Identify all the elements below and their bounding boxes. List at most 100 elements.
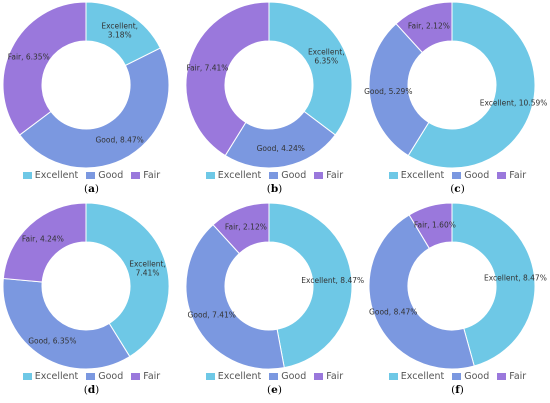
panel-c: Excellent, 10.59% Good, 5.29% Fair, 2.12% … [364, 0, 549, 201]
donut-slice-fair [212, 202, 270, 255]
legend-swatch [205, 172, 215, 179]
donut-slice-good [2, 277, 131, 370]
panel-d: Excellent, 7.41% Good, 6.35% Fair, 4.24% Ex… [0, 201, 183, 402]
legend-swatch [131, 172, 141, 179]
slice-label-fair: Fair, 7.41% [186, 63, 228, 72]
legend-item-fair[interactable]: Fair [497, 170, 526, 181]
donut-slice-good [224, 110, 336, 169]
donut-slice-excellent [268, 202, 353, 369]
legend-item-excellent[interactable]: Excellent [22, 371, 78, 382]
donut-slice-good [368, 23, 430, 157]
legend-label: Good [464, 170, 490, 181]
legend-item-fair[interactable]: Fair [131, 371, 160, 382]
legend-item-excellent[interactable]: Excellent [22, 170, 79, 181]
donut-slice-excellent [451, 202, 536, 367]
legend-label: Good [281, 170, 307, 181]
slice-label-fair: Fair, 4.24% [22, 235, 64, 244]
panel-b: Excellent, 6.35% Good, 4.24% Fair, 7.41% Ex… [183, 0, 366, 201]
legend-item-fair[interactable]: Fair [131, 170, 160, 181]
legend-swatch [388, 172, 398, 179]
legend-label: Good [281, 371, 307, 382]
donut-slice-fair [2, 1, 87, 136]
slice-label-good: Good, 8.47% [369, 307, 417, 316]
legend-swatch [452, 373, 462, 380]
slice-label-excellent: Excellent, 8.47% [301, 276, 364, 285]
legend-swatch [22, 373, 32, 380]
legend-item-good[interactable]: Good [452, 170, 489, 181]
caption-a: (a) [83, 183, 100, 195]
slice-label-fair: Fair, 6.35% [8, 52, 50, 61]
donut-chart-a: Excellent, 3.18% Good, 8.47% Fair, 6.35% [2, 1, 170, 169]
donut-chart-d: Excellent, 7.41% Good, 6.35% Fair, 4.24% [2, 202, 170, 370]
slice-label-excellent: Excellent, 10.59% [480, 99, 548, 108]
panel-e: Excellent, 8.47% Good, 7.41% Fair, 2.12% E… [183, 201, 366, 402]
caption-c: (c) [450, 183, 465, 195]
legend-swatch [388, 373, 398, 380]
legend-label: Fair [326, 371, 344, 382]
legend-swatch [314, 172, 324, 179]
legend-label: Fair [509, 170, 527, 181]
slice-label-good: Good, 7.41% [188, 311, 236, 320]
legend-label: Fair [509, 371, 527, 382]
caption-d: (d) [83, 384, 100, 396]
caption-e: (e) [267, 384, 282, 396]
panel-f: Excellent, 8.47% Good, 8.47% Fair, 1.60% E… [366, 201, 549, 402]
legend-label: Excellent [34, 170, 79, 181]
legend-item-good[interactable]: Good [86, 170, 123, 181]
donut-slice-fair [2, 202, 87, 283]
legend-b: Excellent Good Fair [183, 170, 366, 181]
donut-slice-good [368, 214, 475, 370]
legend-label: Excellent [400, 371, 445, 382]
slice-label-excellent: Excellent, 7.41% [129, 259, 166, 277]
caption-b: (b) [266, 183, 283, 195]
legend-swatch [497, 172, 507, 179]
legend-item-good[interactable]: Good [86, 371, 123, 382]
legend-swatch [269, 373, 279, 380]
legend-e: Excellent Good Fair [183, 371, 366, 382]
legend-item-excellent[interactable]: Excellent [205, 371, 262, 382]
legend-label: Excellent [217, 170, 262, 181]
legend-d: Excellent Good Fair [0, 371, 183, 382]
legend-item-good[interactable]: Good [269, 371, 306, 382]
donut-slice-excellent [407, 1, 536, 169]
slice-label-excellent: Excellent, 6.35% [308, 47, 345, 65]
panel-a: Excellent, 3.18% Good, 8.47% Fair, 6.35% Ex… [0, 0, 183, 201]
legend-swatch [314, 373, 324, 380]
legend-label: Fair [143, 170, 161, 181]
donut-slice-fair [185, 1, 270, 157]
donut-chart-c: Excellent, 10.59% Good, 5.29% Fair, 2.12% [364, 1, 548, 169]
slice-label-excellent: Excellent, 3.18% [101, 22, 138, 40]
legend-item-excellent[interactable]: Excellent [388, 170, 444, 181]
legend-swatch [205, 373, 215, 380]
legend-item-fair[interactable]: Fair [314, 170, 343, 181]
legend-label: Good [98, 170, 124, 181]
legend-swatch [86, 373, 96, 380]
legend-c: Excellent Good Fair [366, 170, 549, 181]
donut-slice-excellent [268, 1, 353, 136]
slice-label-fair: Fair, 2.12% [408, 21, 450, 30]
legend-item-fair[interactable]: Fair [497, 371, 526, 382]
slice-label-good: Good, 6.35% [28, 336, 76, 345]
slice-label-good: Good, 5.29% [364, 87, 412, 96]
legend-label: Fair [143, 371, 161, 382]
caption-f: (f) [451, 384, 464, 396]
donut-slice-fair [408, 202, 453, 249]
donut-slice-excellent [85, 202, 170, 358]
legend-item-good[interactable]: Good [269, 170, 306, 181]
donut-slice-fair [395, 1, 453, 54]
legend-item-excellent[interactable]: Excellent [205, 170, 262, 181]
legend-item-good[interactable]: Good [452, 371, 489, 382]
slice-label-good: Good, 4.24% [257, 144, 305, 153]
donut-slice-good [185, 224, 285, 370]
legend-swatch [86, 172, 96, 179]
legend-item-excellent[interactable]: Excellent [388, 371, 445, 382]
legend-swatch [269, 172, 279, 179]
slice-label-fair: Fair, 2.12% [225, 222, 267, 231]
slice-label-good: Good, 8.47% [95, 135, 143, 144]
legend-item-fair[interactable]: Fair [314, 371, 343, 382]
slice-label-excellent: Excellent, 8.47% [484, 273, 547, 282]
legend-label: Fair [326, 170, 344, 181]
legend-label: Good [464, 371, 490, 382]
legend-label: Excellent [217, 371, 262, 382]
donut-slice-good [19, 47, 170, 169]
